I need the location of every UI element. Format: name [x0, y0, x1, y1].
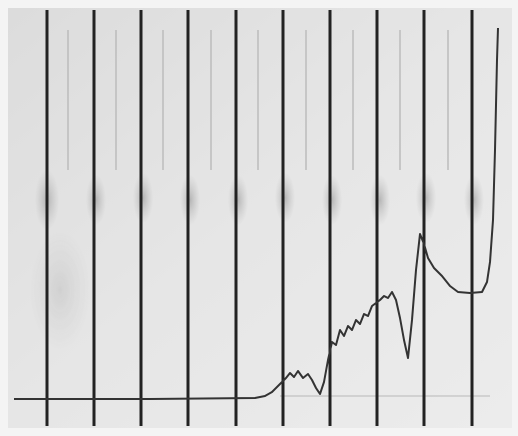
smudge — [416, 173, 436, 223]
smudge — [228, 175, 248, 225]
smudge — [464, 175, 484, 225]
smudge — [133, 173, 153, 223]
smudge — [275, 173, 295, 223]
chart-recorder-trace — [0, 0, 518, 436]
smudge — [30, 230, 90, 350]
smudge — [180, 175, 200, 225]
page: (() => { const data = JSON.parse(documen… — [0, 0, 518, 436]
smudge — [322, 175, 342, 225]
smudge — [86, 175, 106, 225]
smudge — [370, 175, 390, 225]
paper — [8, 8, 512, 428]
